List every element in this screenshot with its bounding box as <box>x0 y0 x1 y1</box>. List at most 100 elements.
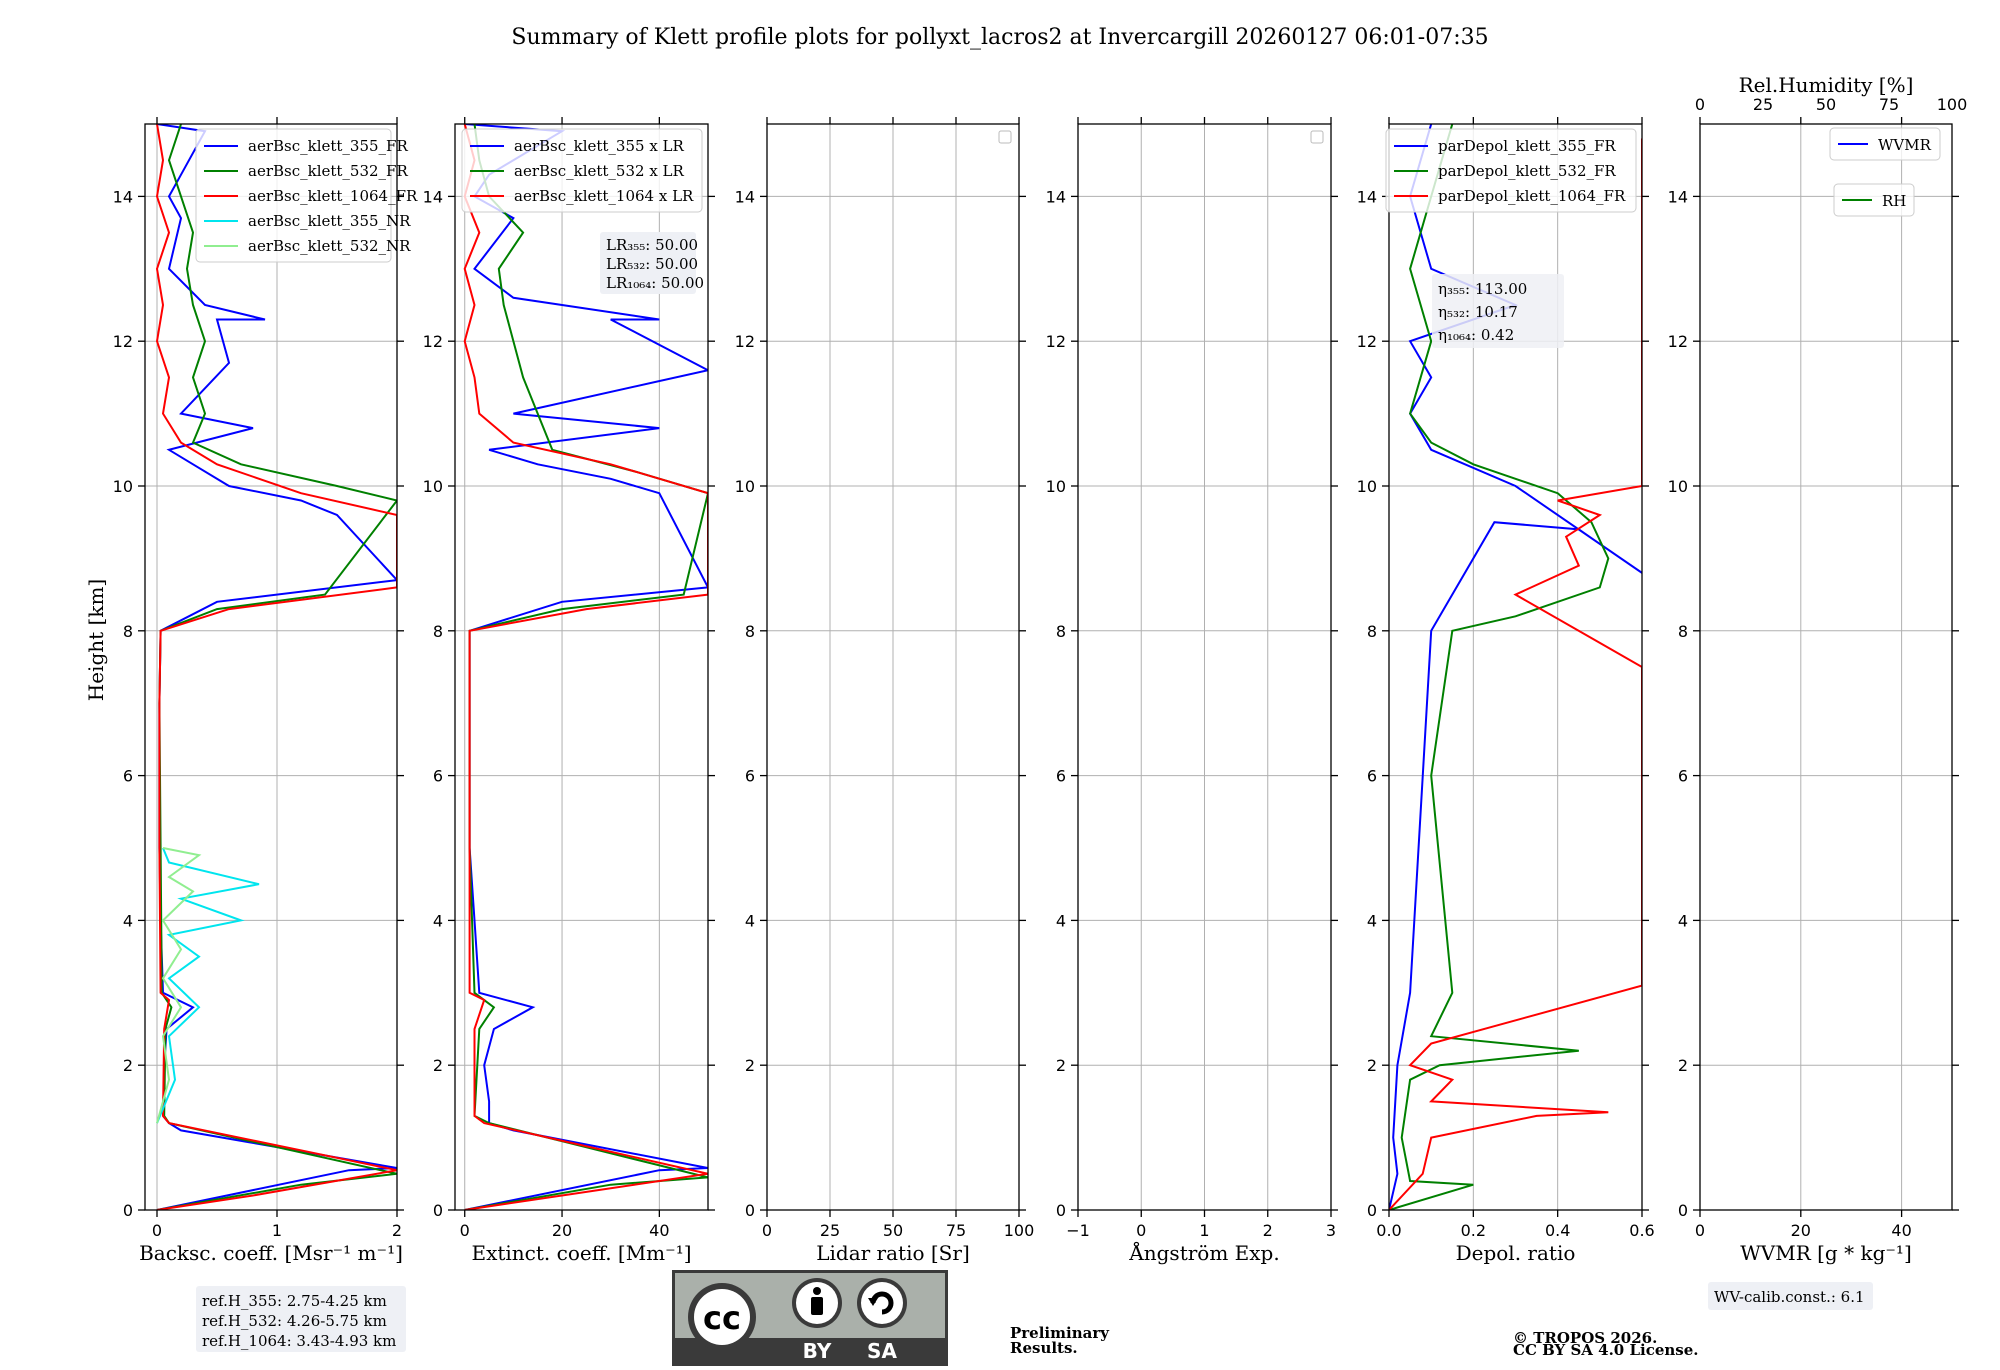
legend: parDepol_klett_355_FR parDepol_klett_532_… <box>1385 128 1637 213</box>
y-tick-label: 12 <box>1357 332 1377 351</box>
wv-calib-text: WV-calib.const.: 6.1 <box>1714 1288 1865 1306</box>
y-tick-label: 2 <box>1367 1056 1377 1075</box>
copyright-line1: © TROPOS 2026. <box>1513 1329 1657 1347</box>
overlays: ref.H_355: 2.75-4.25 km ref.H_532: 4.26-5… <box>196 232 1873 1359</box>
series-line-aerBsc_klett_355 x LR <box>464 124 708 1210</box>
y-tick-label: 10 <box>735 477 755 496</box>
cc-sa-label: SA <box>867 1339 897 1363</box>
ref-height-text: ref.H_532: 4.26-5.75 km <box>202 1312 387 1330</box>
y-tick-label: 0 <box>123 1201 133 1220</box>
x-tick-label: 2 <box>392 1221 402 1240</box>
y-tick-label: 2 <box>1056 1056 1066 1075</box>
x-tick-label: 0.0 <box>1376 1221 1401 1240</box>
y-tick-label: 14 <box>113 187 133 206</box>
y-tick-label: 6 <box>1056 767 1066 786</box>
y-tick-label: 8 <box>433 622 443 641</box>
series-line-aerBsc_klett_532_FR <box>156 124 397 1210</box>
eta-text: η₃₅₅: 113.00 <box>1438 280 1527 298</box>
eta-box <box>1432 274 1564 348</box>
x-tick-label: 0 <box>762 1221 772 1240</box>
lidar-ratio-text: LR₃₅₅: 50.00 <box>606 236 698 254</box>
y-tick-label: 0 <box>1367 1201 1377 1220</box>
series-line-parDepol_klett_1064_FR <box>1389 138 1642 1210</box>
legend-entry: aerBsc_klett_355_NR <box>248 212 411 230</box>
legend-entry: aerBsc_klett_532_NR <box>248 237 411 255</box>
y-tick-label: 12 <box>1046 332 1066 351</box>
series-group <box>463 124 708 1210</box>
y-tick-label: 0 <box>433 1201 443 1220</box>
x-tick-label: 100 <box>1004 1221 1035 1240</box>
panel-lidar_ratio: 0 25 50 75 100 0 2 4 6 8 10 12 14 Lidar ratio [Sr] <box>735 117 1035 1265</box>
y-tick-label: 4 <box>745 911 755 930</box>
legend-entry: aerBsc_klett_532_FR <box>248 162 408 180</box>
legend-entry: aerBsc_klett_355_FR <box>248 137 408 155</box>
x-tick-label: 40 <box>649 1221 669 1240</box>
legend-frame <box>461 128 703 213</box>
lidar-ratio-box <box>600 232 696 294</box>
legend: aerBsc_klett_355_FR aerBsc_klett_532_FRae… <box>195 128 418 263</box>
wv-calib-box <box>1708 1282 1873 1310</box>
cc-circle-inner <box>694 1289 750 1345</box>
y-tick-label: 8 <box>745 622 755 641</box>
preliminary-label: Preliminary <box>1010 1324 1110 1342</box>
x-tick-label: 0.2 <box>1461 1221 1486 1240</box>
x-tick-label: −1 <box>1066 1221 1090 1240</box>
y-tick-label: 8 <box>1678 622 1688 641</box>
x-tick-label: 0 <box>1136 1221 1146 1240</box>
series-line-aerBsc_klett_1064 x LR <box>463 124 708 1210</box>
y-tick-label: 4 <box>1678 911 1688 930</box>
legend-entry: parDepol_klett_1064_FR <box>1438 187 1626 205</box>
y-tick-label: 2 <box>1678 1056 1688 1075</box>
y-tick-label: 2 <box>433 1056 443 1075</box>
x-tick-label: 0 <box>1695 1221 1705 1240</box>
ref-height-text: ref.H_1064: 3.43-4.93 km <box>202 1332 396 1350</box>
legend-frame-wvmr <box>1829 127 1941 161</box>
y-tick-label: 2 <box>745 1056 755 1075</box>
y-tick-label: 2 <box>123 1056 133 1075</box>
ref-height-text: ref.H_355: 2.75-4.25 km <box>202 1292 387 1310</box>
y-tick-label: 10 <box>1668 477 1688 496</box>
y-tick-label: 10 <box>1357 477 1377 496</box>
cc-badge-graphic: cc BY SA <box>672 1270 948 1366</box>
empty-legend <box>998 130 1012 144</box>
axes-frame <box>1699 123 1953 1211</box>
lidar-ratio-text: LR₅₃₂: 50.00 <box>606 255 698 273</box>
sa-icon-arrow <box>870 1291 894 1315</box>
series-line-aerBsc_klett_532_NR <box>156 847 202 1124</box>
legend-entry: parDepol_klett_355_FR <box>1438 137 1616 155</box>
axes-frame <box>454 123 709 1211</box>
x-tick-label: 0 <box>152 1221 162 1240</box>
x-tick-label: 20 <box>1791 1221 1811 1240</box>
empty-legend <box>1310 130 1324 144</box>
y-tick-label: 0 <box>745 1201 755 1220</box>
x-tick-label: 1 <box>1199 1221 1209 1240</box>
x-tick-label: 0 <box>460 1221 470 1240</box>
top-x-tick-label: 75 <box>1879 95 1899 114</box>
axes-frame <box>144 123 398 1211</box>
y-tick-label: 8 <box>1056 622 1066 641</box>
y-tick-label: 14 <box>735 187 755 206</box>
series-line-aerBsc_klett_355_NR <box>156 847 260 1124</box>
x-tick-label: 3 <box>1326 1221 1336 1240</box>
by-icon-head <box>813 1287 821 1295</box>
ref-height-box <box>196 1286 406 1352</box>
legend: aerBsc_klett_355 x LR aerBsc_klett_532 x … <box>461 128 703 213</box>
y-tick-label: 12 <box>1668 332 1688 351</box>
y-tick-label: 14 <box>423 187 443 206</box>
y-tick-label: 4 <box>1367 911 1377 930</box>
top-x-tick-label: 50 <box>1816 95 1836 114</box>
panel-extinction: 0 20 40 0 2 4 6 8 10 12 14 Extinct. coeff. [Mm⁻¹] ae… <box>423 117 715 1265</box>
y-tick-label: 12 <box>113 332 133 351</box>
y-tick-label: 10 <box>423 477 443 496</box>
x-axis-label: Extinct. coeff. [Mm⁻¹] <box>471 1241 691 1265</box>
y-tick-label: 8 <box>123 622 133 641</box>
legend-frame <box>195 128 392 263</box>
x-axis-label: WVMR [g * kg⁻¹] <box>1740 1241 1912 1265</box>
y-tick-label: 4 <box>433 911 443 930</box>
legend-entry-wvmr: WVMR <box>1878 136 1932 154</box>
legend-entry: aerBsc_klett_1064 x LR <box>514 187 694 205</box>
top-x-tick-label: 100 <box>1937 95 1968 114</box>
x-tick-label: 50 <box>883 1221 903 1240</box>
